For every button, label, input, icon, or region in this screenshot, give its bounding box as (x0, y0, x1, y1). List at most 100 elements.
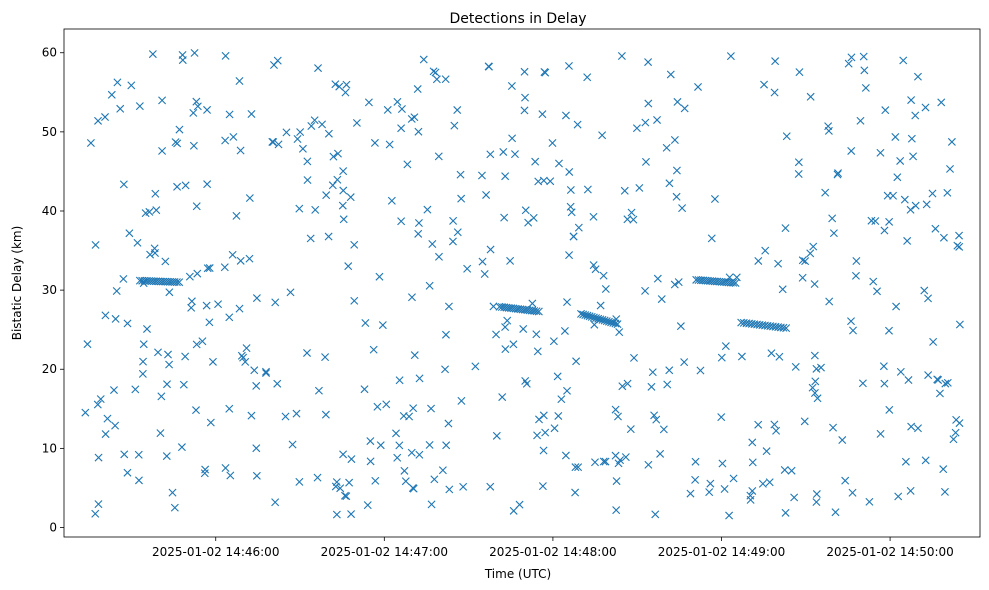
data-point (352, 118, 361, 127)
data-point (554, 411, 563, 420)
data-point (429, 67, 438, 76)
data-point (748, 458, 757, 467)
x-axis: 2025-01-02 14:46:00 2025-01-02 14:47:00 20… (152, 537, 954, 559)
data-point (498, 393, 507, 402)
data-point (760, 80, 769, 89)
data-point (340, 491, 349, 500)
data-point (338, 201, 347, 210)
data-point (245, 194, 254, 203)
data-point (881, 106, 890, 115)
data-point (478, 257, 487, 266)
data-point (347, 510, 356, 519)
data-point (187, 297, 196, 306)
data-point (541, 68, 550, 77)
data-point (885, 217, 894, 226)
data-point (507, 82, 516, 90)
data-point (449, 216, 458, 225)
data-point (949, 435, 958, 444)
data-point (489, 302, 498, 311)
data-point (538, 110, 547, 119)
data-point (901, 457, 910, 466)
data-point (674, 278, 683, 287)
data-point (720, 484, 729, 493)
data-point (86, 139, 95, 147)
data-point (913, 72, 922, 81)
data-point (221, 51, 230, 60)
data-point (891, 132, 900, 141)
data-point (432, 75, 441, 84)
data-point (225, 110, 234, 119)
data-point (509, 506, 518, 515)
data-point (310, 116, 319, 125)
data-point (583, 73, 592, 82)
data-point (477, 171, 486, 180)
data-point (235, 304, 244, 313)
data-point (907, 422, 916, 431)
data-point (499, 147, 508, 156)
data-point (333, 175, 342, 184)
data-point (434, 252, 443, 261)
data-point (347, 455, 356, 464)
data-point (83, 340, 92, 349)
data-point (288, 440, 297, 449)
data-point (955, 231, 964, 240)
data-point (880, 379, 889, 388)
data-point (889, 191, 898, 200)
data-point (123, 468, 132, 477)
data-point (385, 140, 394, 149)
data-point (620, 186, 629, 195)
data-point (561, 451, 570, 460)
data-point (869, 277, 878, 286)
data-point (809, 242, 818, 251)
data-point (947, 137, 956, 146)
data-point (554, 159, 563, 168)
y-axis-title: Bistatic Delay (km) (10, 226, 24, 341)
data-point (369, 345, 378, 354)
data-point (909, 152, 918, 161)
data-point (611, 451, 620, 460)
data-point (574, 463, 583, 472)
data-point (885, 326, 893, 335)
data-point (314, 386, 323, 395)
data-point (632, 124, 641, 133)
data-point (158, 146, 167, 155)
data-point (206, 418, 215, 427)
data-point (395, 376, 404, 385)
data-point (480, 269, 489, 278)
data-point (762, 447, 771, 456)
data-point (856, 116, 865, 125)
data-point (812, 364, 821, 373)
data-point (486, 245, 495, 254)
data-point (313, 473, 322, 482)
data-point (393, 97, 402, 106)
data-point (457, 194, 466, 203)
data-point (680, 358, 689, 367)
data-points (81, 48, 964, 520)
data-point (193, 102, 202, 111)
data-point (125, 229, 134, 238)
data-point (672, 192, 681, 201)
data-point (415, 450, 424, 459)
data-point (560, 326, 569, 335)
data-point (939, 233, 948, 242)
data-point (563, 386, 572, 395)
data-point (94, 500, 103, 509)
data-point (621, 453, 630, 462)
data-point (187, 303, 196, 312)
data-point (332, 510, 341, 519)
data-point (531, 157, 540, 166)
data-point (564, 61, 573, 70)
data-point (615, 328, 624, 337)
data-point (583, 185, 592, 194)
data-point (911, 111, 920, 120)
data-point (397, 124, 406, 133)
data-point (321, 410, 330, 419)
data-point (262, 369, 271, 378)
data-point (273, 379, 282, 388)
data-point (457, 396, 466, 405)
data-point (529, 213, 538, 222)
x-tick-label: 2025-01-02 14:46:00 (152, 545, 279, 559)
data-point (656, 449, 665, 458)
y-tick-label: 40 (42, 204, 57, 218)
data-point (644, 460, 653, 469)
